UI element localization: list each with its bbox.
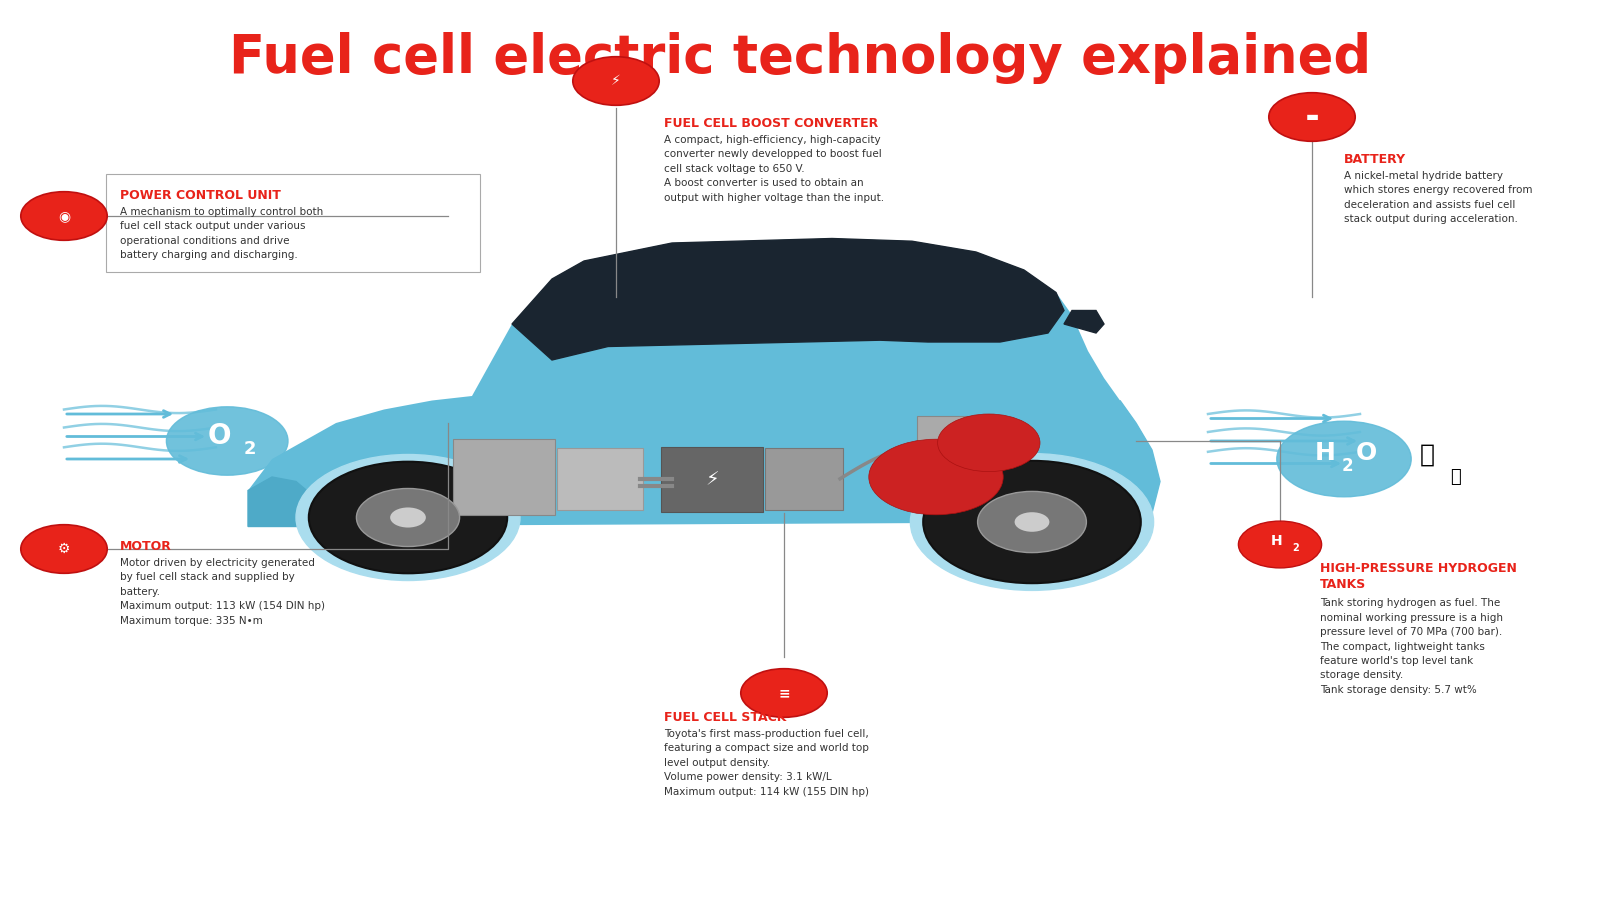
Text: H: H [1270, 534, 1283, 548]
Text: A mechanism to optimally control both
fuel cell stack output under various
opera: A mechanism to optimally control both fu… [120, 207, 323, 260]
FancyBboxPatch shape [106, 174, 480, 272]
Circle shape [923, 461, 1141, 583]
Text: FUEL CELL BOOST CONVERTER: FUEL CELL BOOST CONVERTER [664, 117, 878, 130]
Polygon shape [1120, 400, 1160, 526]
Text: Motor driven by electricity generated
by fuel cell stack and supplied by
battery: Motor driven by electricity generated by… [120, 558, 325, 626]
Circle shape [938, 414, 1040, 472]
Text: 💧: 💧 [1419, 443, 1435, 466]
Circle shape [741, 669, 827, 717]
Text: ▬: ▬ [1306, 110, 1318, 124]
Circle shape [910, 454, 1154, 590]
Polygon shape [1064, 310, 1104, 333]
Circle shape [296, 454, 520, 580]
Text: HIGH-PRESSURE HYDROGEN
TANKS: HIGH-PRESSURE HYDROGEN TANKS [1320, 562, 1517, 590]
FancyBboxPatch shape [661, 447, 763, 512]
Circle shape [573, 57, 659, 105]
Text: Toyota's first mass-production fuel cell,
featuring a compact size and world top: Toyota's first mass-production fuel cell… [664, 729, 869, 796]
Circle shape [21, 192, 107, 240]
Text: O: O [1355, 441, 1378, 464]
Circle shape [166, 407, 288, 475]
Circle shape [1238, 521, 1322, 568]
Text: ≡: ≡ [778, 686, 790, 700]
Text: ⚙: ⚙ [58, 542, 70, 556]
Circle shape [21, 525, 107, 573]
Text: ◉: ◉ [58, 209, 70, 223]
Text: 2: 2 [1341, 457, 1354, 475]
Text: Fuel cell electric technology explained: Fuel cell electric technology explained [229, 32, 1371, 84]
Circle shape [1014, 512, 1050, 532]
Text: 2: 2 [1293, 543, 1299, 553]
Circle shape [357, 489, 459, 546]
Text: O: O [208, 421, 230, 450]
Circle shape [390, 508, 426, 527]
Polygon shape [248, 477, 312, 526]
Polygon shape [248, 238, 1152, 526]
Text: FUEL CELL STACK: FUEL CELL STACK [664, 711, 786, 724]
Text: A compact, high-efficiency, high-capacity
converter newly developped to boost fu: A compact, high-efficiency, high-capacit… [664, 135, 885, 202]
Text: POWER CONTROL UNIT: POWER CONTROL UNIT [120, 189, 282, 202]
Polygon shape [512, 238, 1064, 360]
FancyBboxPatch shape [765, 448, 843, 510]
Text: ⚡: ⚡ [706, 470, 718, 490]
Circle shape [1277, 421, 1411, 497]
Circle shape [869, 439, 1003, 515]
Text: A nickel-metal hydride battery
which stores energy recovered from
deceleration a: A nickel-metal hydride battery which sto… [1344, 171, 1533, 224]
Circle shape [309, 462, 507, 573]
Text: MOTOR: MOTOR [120, 540, 171, 553]
FancyBboxPatch shape [917, 416, 984, 463]
Circle shape [978, 491, 1086, 553]
Text: H: H [1314, 441, 1336, 464]
FancyBboxPatch shape [557, 448, 643, 510]
FancyBboxPatch shape [453, 439, 555, 515]
Text: ⚡: ⚡ [611, 74, 621, 88]
Text: BATTERY: BATTERY [1344, 153, 1406, 166]
Text: 💧: 💧 [1451, 468, 1461, 486]
Text: Tank storing hydrogen as fuel. The
nominal working pressure is a high
pressure l: Tank storing hydrogen as fuel. The nomin… [1320, 598, 1502, 695]
Text: 2: 2 [243, 440, 256, 458]
Circle shape [1269, 93, 1355, 141]
